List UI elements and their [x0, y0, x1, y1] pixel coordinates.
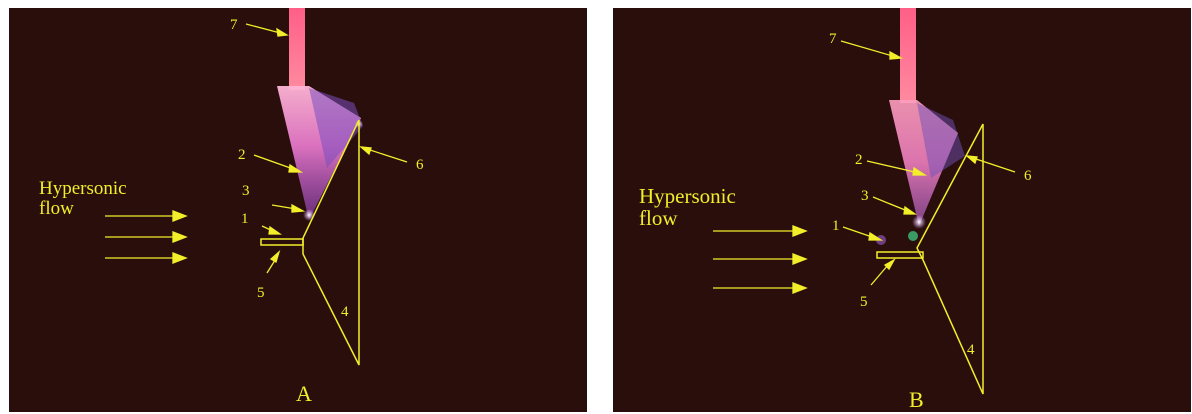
- marker-1: 1: [832, 218, 840, 234]
- annotation-arrows: [713, 40, 1016, 294]
- marker-2: 2: [238, 147, 246, 163]
- panel-caption: A: [296, 381, 312, 406]
- panel-caption: B: [909, 387, 924, 412]
- marker-7: 7: [829, 31, 837, 47]
- marker-3: 3: [861, 188, 869, 204]
- marker-1: 1: [241, 211, 249, 227]
- marker-6: 6: [1024, 168, 1032, 184]
- photo-panel-b: Hypersonic flow 7 2 3 1 5 6 4 B: [613, 8, 1191, 412]
- marker-7: 7: [230, 17, 238, 33]
- green-spot: [908, 231, 918, 241]
- glow-spot: [912, 215, 926, 229]
- photo-panel-a: Hypersonic flow 7 2 3 1 5 6 4 A: [9, 8, 587, 412]
- plasma-jet: [900, 8, 916, 103]
- flow-label-line1: Hypersonic: [39, 178, 127, 199]
- annotation-arrows: [105, 23, 408, 274]
- marker-4: 4: [967, 342, 975, 358]
- marker-3: 3: [242, 183, 250, 199]
- marker-4: 4: [341, 304, 349, 320]
- discharge-region: [917, 103, 965, 178]
- marker-6: 6: [416, 157, 424, 173]
- model-outline: [876, 123, 984, 395]
- flow-label-line1: Hypersonic: [639, 184, 736, 208]
- discharge-region: [309, 88, 363, 168]
- marker-2: 2: [855, 152, 863, 168]
- plasma-photo-a: [9, 8, 587, 412]
- plasma-jet: [289, 8, 305, 90]
- marker-5: 5: [860, 294, 868, 310]
- flow-label-line2: flow: [639, 206, 678, 230]
- marker-5: 5: [257, 285, 265, 301]
- plasma-photo-b: [613, 8, 1191, 412]
- model-outline: [260, 119, 360, 366]
- flow-label-line2: flow: [39, 198, 74, 219]
